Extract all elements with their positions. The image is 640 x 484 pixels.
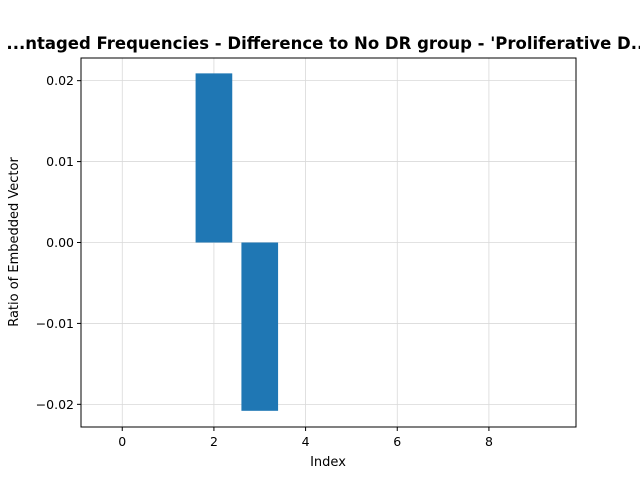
- y-tick-label: 0.00: [46, 235, 74, 250]
- y-tick-label: −0.02: [36, 397, 74, 412]
- x-tick-label: 0: [118, 434, 126, 449]
- x-tick-label: 8: [485, 434, 493, 449]
- y-tick-label: −0.01: [36, 316, 74, 331]
- bar-index-2: [195, 73, 233, 243]
- x-tick-label: 2: [210, 434, 218, 449]
- y-tick-label: 0.02: [46, 73, 74, 88]
- chart-title: ...ntaged Frequencies - Difference to No…: [6, 34, 640, 53]
- bar-index-3: [241, 242, 279, 411]
- y-axis-label: Ratio of Embedded Vector: [7, 157, 22, 327]
- x-tick-label: 4: [302, 434, 310, 449]
- bar-layer: [195, 73, 279, 411]
- y-tick-label: 0.01: [46, 154, 74, 169]
- x-tick-label: 6: [393, 434, 401, 449]
- tick-layer: 0 2 4 6 8 −0.02 −0.01 0.00 0.01 0.02: [36, 73, 493, 449]
- x-axis-label: Index: [310, 455, 346, 470]
